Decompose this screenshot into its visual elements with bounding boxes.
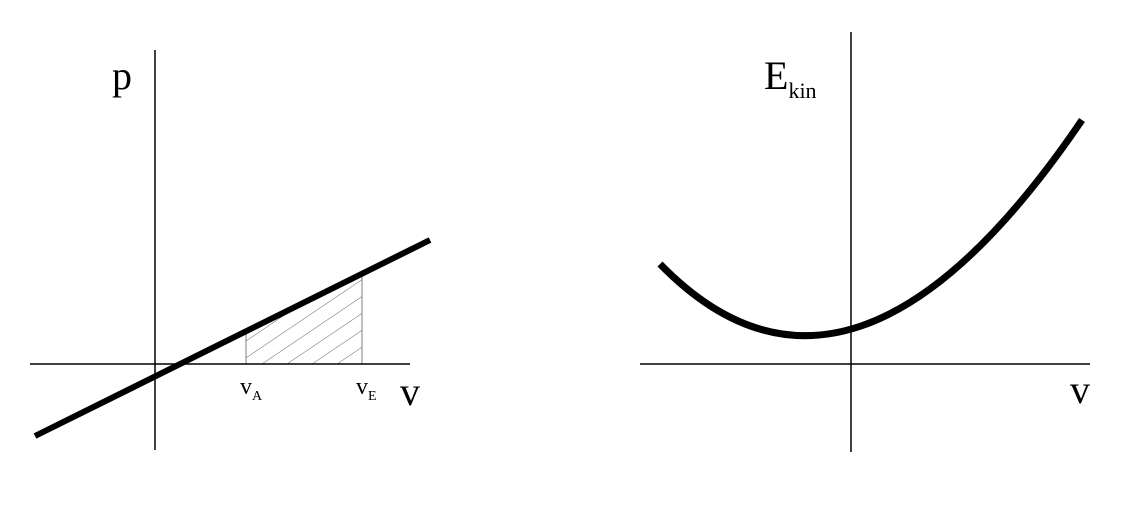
left-tick-va-main: v: [240, 374, 252, 400]
left-tick-va-sub: A: [252, 389, 262, 404]
left-x-label: v: [400, 372, 420, 412]
figure-canvas: p v vA vE Ekin v: [0, 0, 1147, 528]
figure-svg: [0, 0, 1147, 528]
left-tick-va: vA: [240, 375, 262, 404]
right-y-label: Ekin: [764, 56, 817, 102]
left-hatched-region: [246, 274, 362, 364]
right-chart: [640, 32, 1090, 452]
right-parabola: [660, 120, 1082, 336]
left-y-label: p: [112, 56, 132, 96]
left-linear-line: [35, 240, 430, 436]
right-y-label-main: E: [764, 53, 788, 98]
left-tick-ve-sub: E: [368, 389, 377, 404]
right-y-label-sub: kin: [788, 78, 816, 103]
right-x-label: v: [1070, 370, 1090, 410]
left-tick-ve-main: v: [356, 374, 368, 400]
left-tick-ve: vE: [356, 375, 377, 404]
